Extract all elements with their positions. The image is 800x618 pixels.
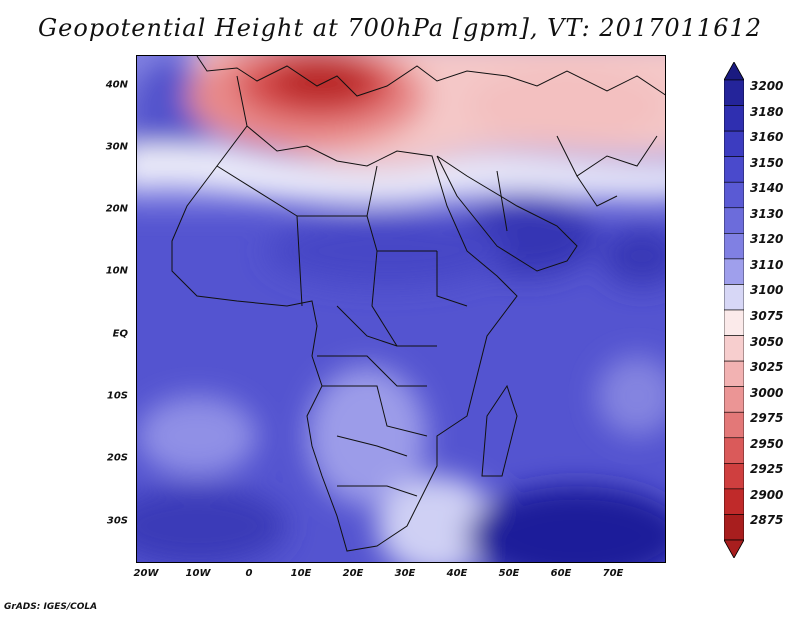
colorbar-swatch (724, 105, 744, 132)
colorbar-swatch (724, 309, 744, 336)
colorbar-level-label: 3180 (750, 104, 784, 119)
colorbar-level-label: 3150 (750, 155, 784, 170)
colorbar-swatch (724, 360, 744, 387)
colorbar-bottom-arrow (724, 539, 744, 558)
lat-tick-label: 20S (106, 452, 128, 464)
map-title: Geopotential Height at 700hPa [gpm], VT:… (38, 14, 762, 42)
lon-tick-label: 60E (550, 568, 572, 579)
height-field-svg (137, 56, 665, 562)
colorbar-swatch (724, 181, 744, 209)
colorbar-level-label: 3100 (750, 283, 784, 298)
lat-tick-label: 20N (105, 203, 128, 215)
height-field-contours (137, 56, 665, 562)
colorbar-swatch (724, 335, 744, 362)
colorbar-level-label: 3025 (750, 360, 784, 375)
lon-tick-label: 40E (446, 568, 468, 579)
colorbar-top-arrow (724, 62, 744, 81)
colorbar-swatch (724, 207, 744, 234)
colorbar-swatch (724, 130, 744, 157)
lon-tick-label: 70E (602, 568, 624, 579)
colorbar-swatch (724, 386, 744, 413)
colorbar-swatch (724, 463, 744, 490)
lon-tick-label: 20E (342, 568, 364, 579)
lat-tick-label: 10S (106, 390, 128, 402)
coastlines (171, 56, 665, 552)
colorbar-swatch (724, 437, 744, 464)
colorbar-level-label: 3050 (750, 334, 784, 349)
colorbar-swatch (724, 284, 744, 311)
lon-tick-label: 20W (133, 568, 159, 579)
colorbar-level-label: 3200 (750, 79, 784, 93)
colorbar-level-label: 2975 (750, 411, 784, 426)
lon-tick-label: 10W (185, 568, 211, 579)
lat-tick-label: 40N (105, 79, 128, 91)
colorbar-level-label: 3120 (750, 232, 784, 247)
colorbar-level-label: 3160 (750, 130, 784, 145)
lat-tick-label: EQ (112, 328, 128, 340)
lon-tick-label: 0 (245, 568, 253, 579)
colorbar-swatch (724, 488, 744, 515)
colorbar-swatch (724, 514, 744, 541)
colorbar-swatch (724, 411, 744, 439)
lat-tick-label: 10N (105, 265, 128, 277)
lon-tick-label: 10E (290, 568, 312, 579)
colorbar-level-label: 3000 (750, 385, 784, 400)
colorbar-swatch (724, 156, 744, 183)
colorbar-swatch (724, 233, 744, 260)
colorbar-level-label: 2950 (750, 436, 784, 451)
colorbar-level-label: 3075 (750, 309, 784, 323)
credit-text: GrADS: IGES/COLA (4, 602, 98, 612)
colorbar-level-label: 3130 (750, 206, 784, 221)
colorbar-level-label: 2925 (750, 462, 784, 477)
colorbar-level-label: 2875 (750, 513, 784, 528)
colorbar-level-label: 2900 (750, 487, 784, 502)
colorbar-level-label: 3140 (750, 181, 784, 196)
colorbar-swatch (724, 79, 744, 106)
colorbar (724, 62, 744, 558)
lon-tick-label: 30E (394, 568, 416, 579)
lon-tick-label: 50E (498, 568, 520, 579)
lat-tick-label: 30N (105, 141, 128, 153)
colorbar-level-label: 3110 (750, 257, 784, 272)
lat-tick-label: 30S (106, 515, 128, 527)
map-plot-area (136, 55, 666, 563)
colorbar-swatch (724, 258, 744, 285)
